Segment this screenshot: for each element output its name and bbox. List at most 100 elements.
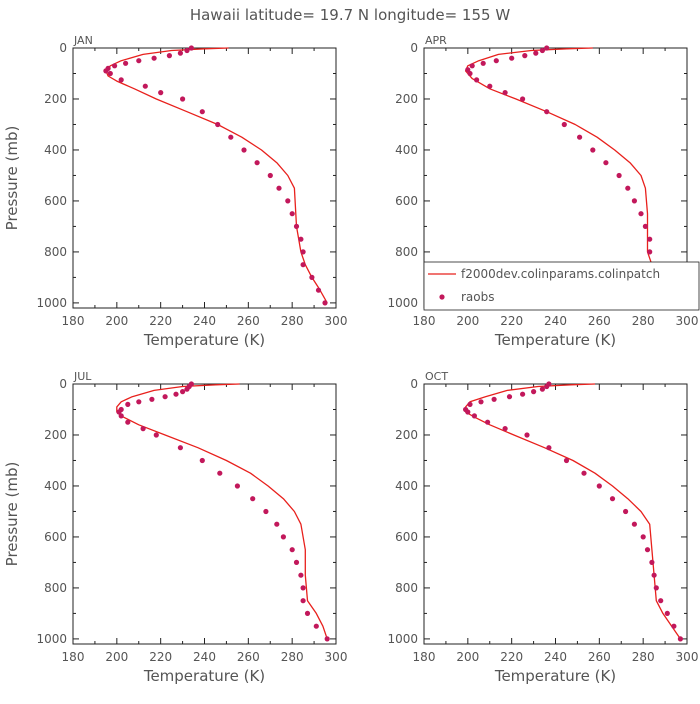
- obs-point: [640, 534, 646, 540]
- x-tick-label: 300: [325, 650, 348, 664]
- obs-point: [123, 60, 129, 66]
- x-tick-label: 280: [632, 314, 655, 328]
- chart-panel-apr: APR 180 200 220 240 260 280 300 0 200 400 600 800 100…: [387, 34, 700, 349]
- x-axis-label: Temperature (K): [494, 667, 616, 685]
- y-tick-label: 200: [44, 92, 67, 106]
- obs-point: [671, 623, 677, 629]
- obs-point: [522, 53, 528, 59]
- x-tick-label: 180: [413, 314, 436, 328]
- y-tick-label: 400: [44, 143, 67, 157]
- plot-frame: [72, 383, 337, 645]
- y-tick-label: 800: [44, 245, 67, 259]
- obs-point: [300, 598, 306, 604]
- obs-point: [563, 457, 570, 464]
- obs-point: [180, 96, 186, 102]
- obs-point: [241, 147, 247, 153]
- x-tick-label: 280: [632, 650, 655, 664]
- y-tick-label: 600: [44, 194, 67, 208]
- obs-point: [647, 236, 653, 242]
- y-tick-label: 1000: [36, 632, 67, 646]
- x-tick-label: 240: [544, 650, 567, 664]
- plot-frame: [423, 383, 688, 645]
- y-tick-label: 600: [395, 530, 418, 544]
- x-tick-label: 240: [544, 314, 567, 328]
- obs-point: [471, 413, 477, 419]
- obs-point: [298, 572, 304, 578]
- obs-point: [107, 70, 113, 77]
- obs-point: [289, 547, 295, 553]
- chart-panel-oct: OCT 180 200 220 240 260 280 300 0 200 400 600 800 100…: [387, 370, 698, 685]
- obs-point: [596, 483, 602, 489]
- obs-point: [469, 63, 475, 69]
- obs-point: [487, 83, 493, 89]
- legend-box: [423, 261, 700, 311]
- x-tick-label: 220: [149, 650, 172, 664]
- x-tick-label: 280: [281, 314, 304, 328]
- obs-point: [149, 396, 155, 402]
- obs-point: [603, 160, 609, 166]
- obs-point: [184, 47, 190, 54]
- y-tick-label: 600: [44, 530, 67, 544]
- x-tick-label: 180: [62, 650, 85, 664]
- obs-point: [465, 67, 471, 73]
- x-tick-label: 300: [325, 314, 348, 328]
- obs-point: [151, 55, 157, 61]
- y-tick-label: 0: [410, 377, 418, 391]
- obs-point: [158, 90, 164, 96]
- obs-point: [136, 58, 142, 64]
- obs-point: [539, 47, 546, 54]
- obs-point: [631, 198, 638, 204]
- series-line-model: [464, 383, 681, 640]
- obs-point: [289, 211, 295, 217]
- obs-point: [293, 559, 300, 566]
- x-axis-label: Temperature (K): [143, 331, 265, 349]
- x-tick-label: 260: [237, 650, 260, 664]
- legend-label-model: f2000dev.colinparams.colinpatch: [461, 267, 660, 281]
- obs-point: [280, 534, 286, 540]
- obs-point: [491, 396, 497, 402]
- obs-point: [162, 394, 168, 400]
- obs-point: [631, 521, 638, 527]
- obs-point: [298, 236, 304, 242]
- obs-point: [577, 134, 583, 140]
- y-tick-label: 800: [44, 581, 67, 595]
- obs-point: [254, 160, 260, 166]
- x-tick-label: 220: [500, 650, 523, 664]
- obs-point: [125, 419, 131, 425]
- obs-point: [493, 58, 499, 64]
- x-tick-label: 200: [456, 314, 479, 328]
- panel-label: OCT: [425, 370, 448, 383]
- y-tick-label: 800: [395, 581, 418, 595]
- x-tick-label: 260: [588, 314, 611, 328]
- x-axis-label: Temperature (K): [494, 331, 616, 349]
- obs-point: [520, 96, 526, 102]
- chart-panel-jan: JAN 180 200 220 240 260 280 300 0 200 400 600 800 100…: [3, 34, 347, 349]
- obs-point: [533, 50, 539, 56]
- x-tick-label: 260: [588, 650, 611, 664]
- panel-label: JAN: [73, 34, 93, 47]
- legend-label-obs: raobs: [461, 290, 495, 304]
- obs-point: [250, 496, 256, 502]
- obs-point: [539, 386, 546, 392]
- obs-point: [531, 389, 537, 395]
- obs-point: [474, 77, 480, 83]
- obs-point: [480, 60, 486, 66]
- y-tick-label: 400: [395, 479, 418, 493]
- obs-point: [658, 598, 664, 604]
- obs-point: [581, 470, 587, 476]
- x-tick-label: 200: [456, 650, 479, 664]
- obs-point: [520, 391, 526, 397]
- obs-point: [177, 445, 183, 451]
- y-tick-label: 600: [395, 194, 418, 208]
- obs-point: [561, 121, 567, 128]
- panel-label: APR: [425, 34, 447, 47]
- x-tick-label: 300: [676, 650, 699, 664]
- obs-point: [322, 300, 328, 306]
- obs-point: [116, 409, 122, 415]
- obs-point: [467, 401, 473, 407]
- obs-point: [623, 508, 629, 515]
- legend-dot-swatch: [439, 294, 445, 300]
- obs-point: [677, 636, 684, 642]
